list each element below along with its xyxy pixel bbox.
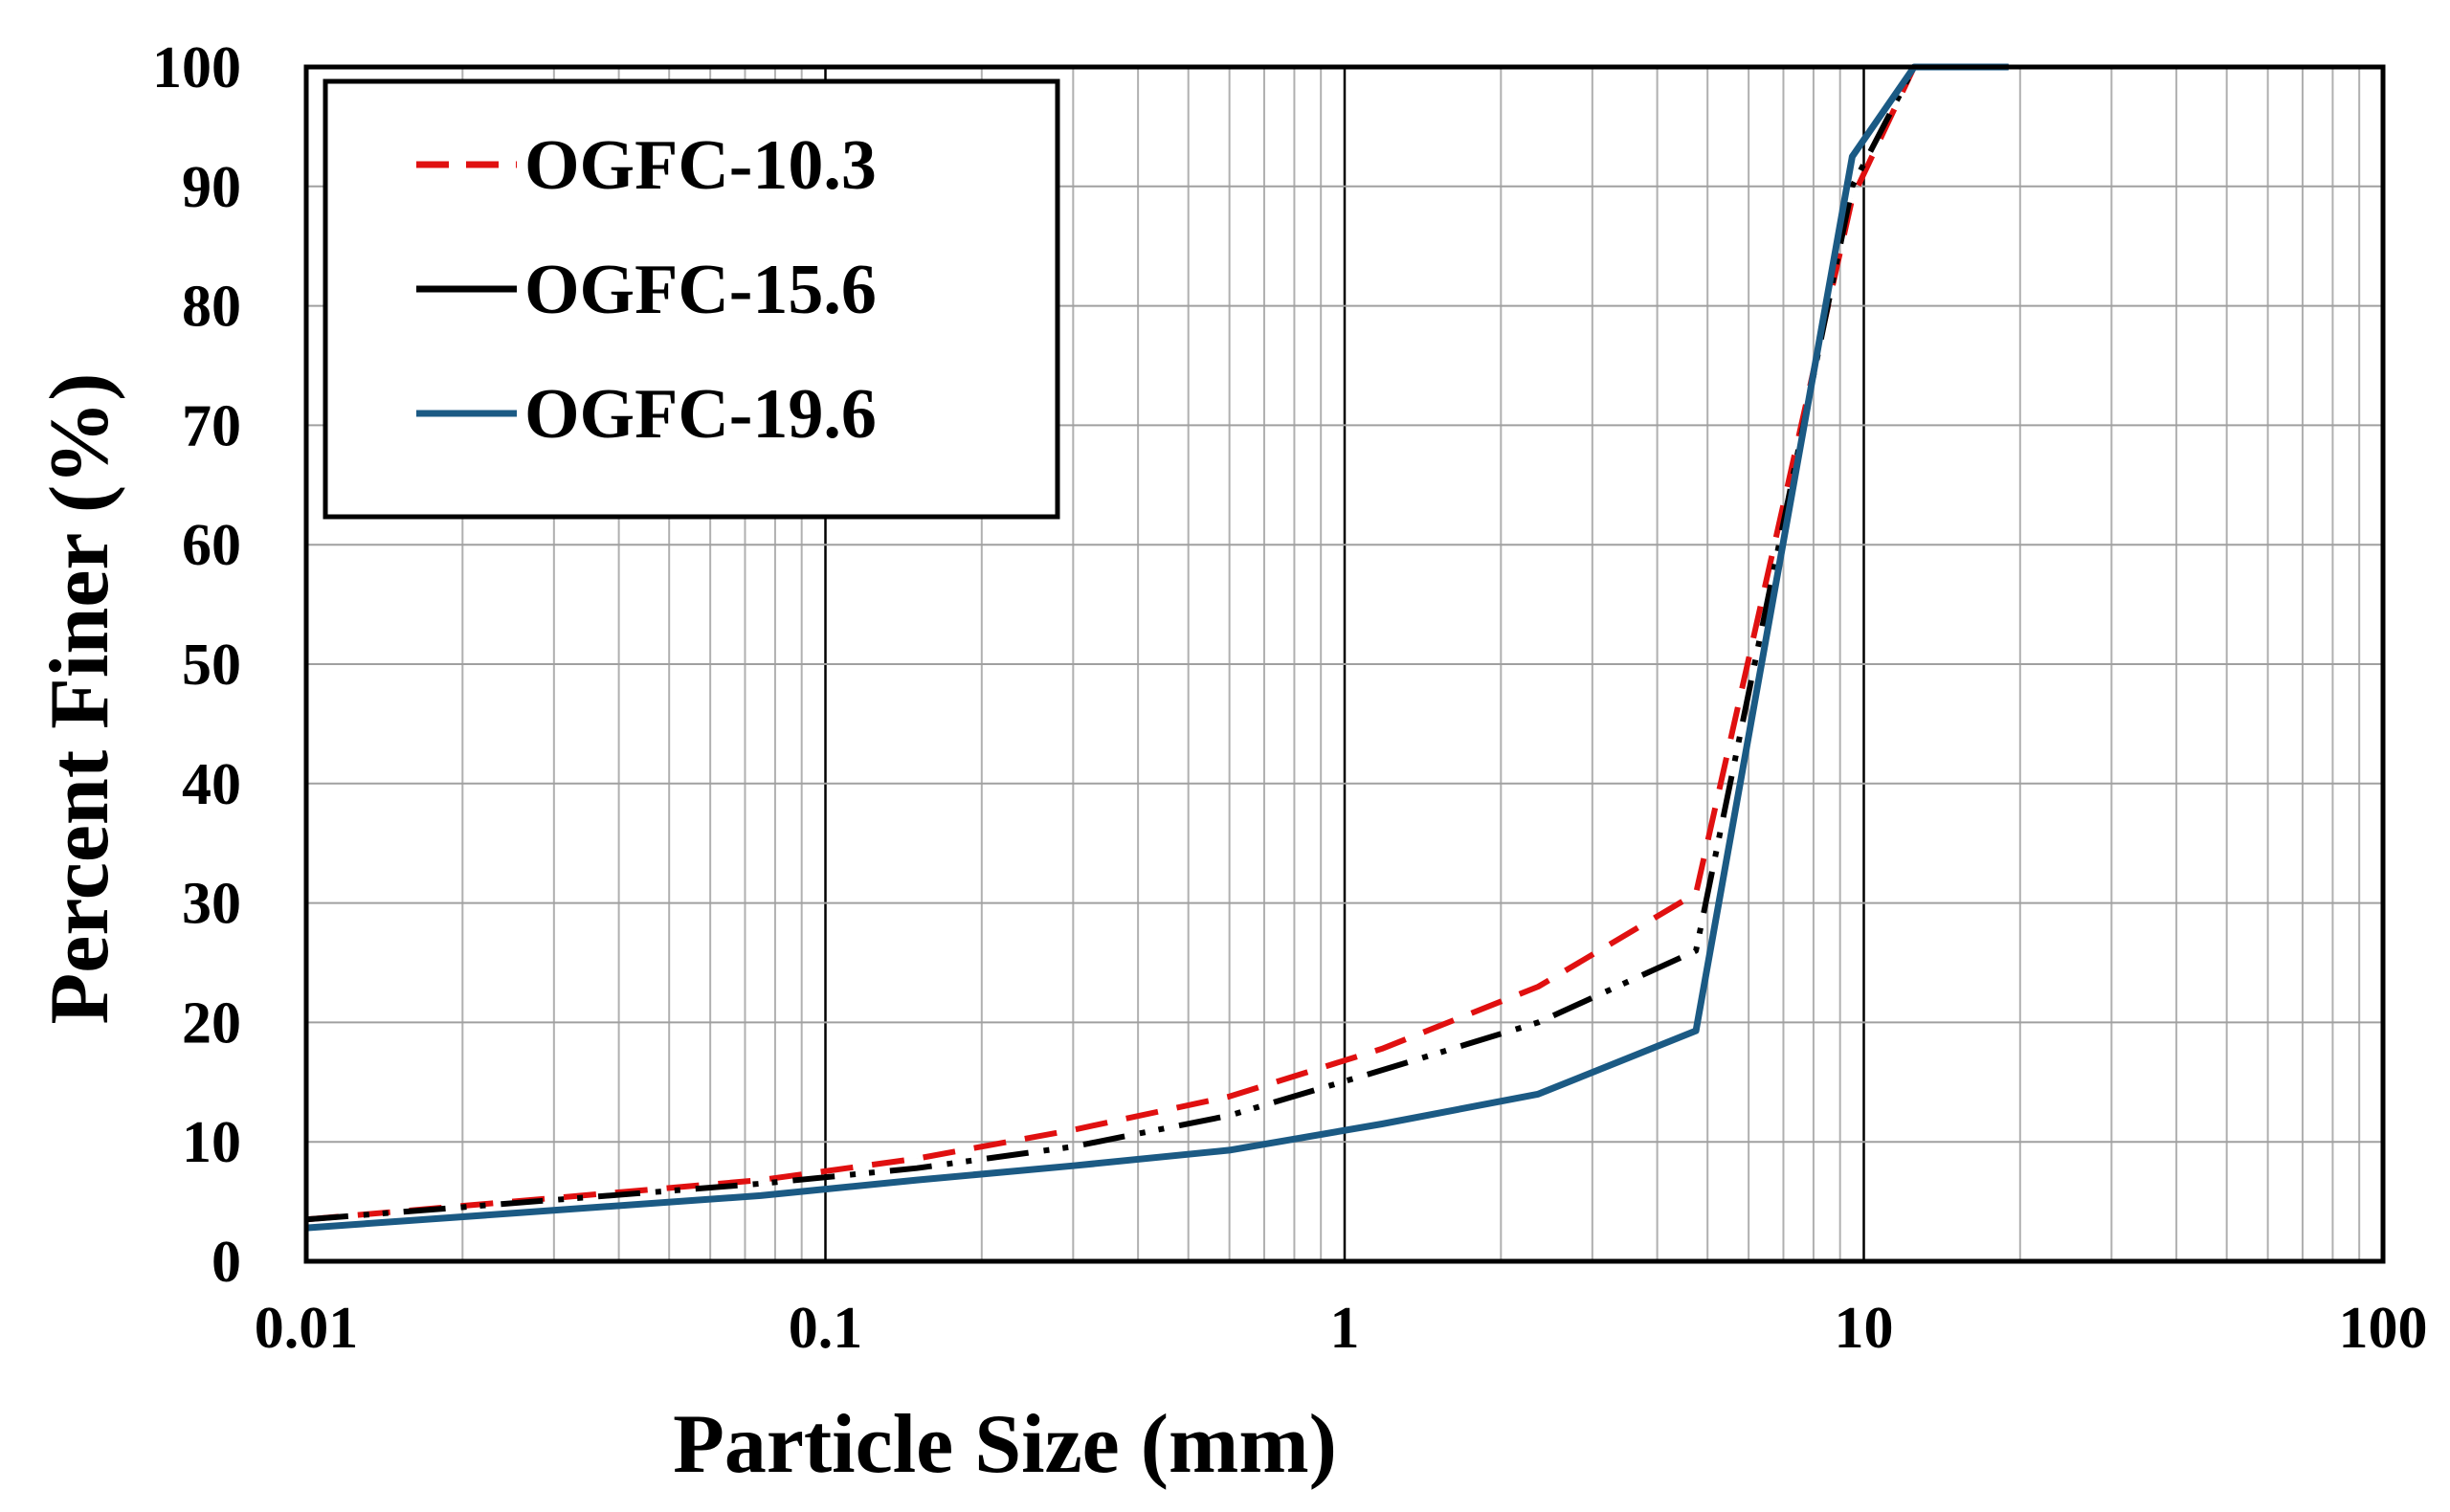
y-tick-label: 0 bbox=[212, 1230, 241, 1295]
legend-box bbox=[323, 78, 1060, 520]
y-tick-label: 80 bbox=[182, 275, 241, 340]
x-tick-label: 1 bbox=[1330, 1296, 1360, 1361]
legend-items: OGFC-10.3 OGFC-15.6 OGFC-19.6 bbox=[416, 126, 877, 454]
y-tick-label: 30 bbox=[182, 872, 241, 937]
legend-item: OGFC-10.3 bbox=[416, 126, 877, 205]
x-tick-label: 10 bbox=[1835, 1296, 1894, 1361]
x-tick-label: 100 bbox=[2339, 1296, 2428, 1361]
y-tick-label: 40 bbox=[182, 752, 241, 817]
y-tick-label: 10 bbox=[182, 1110, 241, 1175]
y-tick-label: 20 bbox=[182, 990, 241, 1056]
legend-item: OGFC-19.6 bbox=[416, 375, 877, 454]
y-axis-title: Percent Finer (%) bbox=[33, 373, 126, 1025]
legend-item: OGFC-15.6 bbox=[416, 251, 877, 329]
legend-label: OGFC-19.6 bbox=[524, 375, 877, 454]
legend-label: OGFC-15.6 bbox=[524, 251, 877, 329]
legend-label: OGFC-10.3 bbox=[524, 126, 877, 205]
plot-frame bbox=[303, 64, 2386, 1264]
y-tick-label: 50 bbox=[182, 633, 241, 698]
series-layer bbox=[305, 63, 2009, 1232]
y-tick-label: 70 bbox=[182, 393, 241, 458]
y-tick-labels: 0 10 20 30 40 50 60 70 80 90 100 bbox=[152, 35, 241, 1295]
x-tick-labels: 0.01 0.1 1 10 100 bbox=[255, 1296, 2428, 1361]
y-tick-label: 100 bbox=[152, 35, 241, 100]
legend: OGFC-10.3 OGFC-15.6 OGFC-19.6 bbox=[323, 78, 1060, 520]
x-axis-title: Particle Size (mm) bbox=[673, 1398, 1337, 1491]
y-tick-label: 60 bbox=[182, 513, 241, 578]
y-tick-label: 90 bbox=[182, 155, 241, 220]
x-tick-label: 0.1 bbox=[789, 1296, 863, 1361]
series-OGFC-19.6 bbox=[305, 63, 2009, 1232]
x-tick-label: 0.01 bbox=[255, 1296, 359, 1361]
